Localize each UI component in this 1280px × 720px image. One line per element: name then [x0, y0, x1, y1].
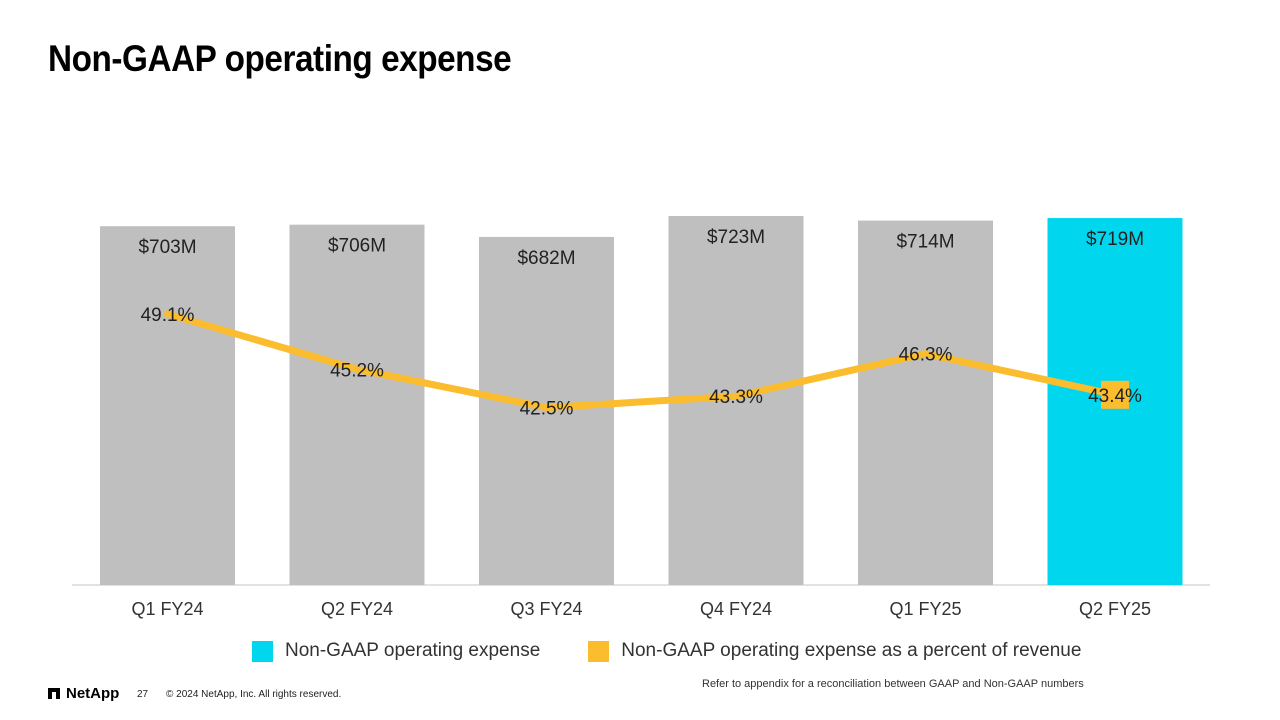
bar-0	[100, 226, 235, 586]
chart-legend: Non-GAAP operating expense Non-GAAP oper…	[252, 640, 1129, 662]
bar-value-label-2: $682M	[517, 248, 575, 269]
x-tick-label-1: Q2 FY24	[321, 599, 393, 619]
x-tick-label-4: Q1 FY25	[889, 599, 961, 619]
legend-swatch-percent	[588, 640, 610, 662]
bar-1	[289, 224, 425, 586]
reconciliation-note: Refer to appendix for a reconciliation b…	[702, 678, 1084, 690]
bar-value-label-0: $703M	[138, 237, 196, 258]
percent-label-1: 45.2%	[330, 360, 384, 381]
x-tick-label-0: Q1 FY24	[131, 599, 203, 619]
percent-label-5: 43.4%	[1088, 386, 1142, 407]
logo-text: NetApp	[66, 685, 120, 702]
x-tick-label-2: Q3 FY24	[510, 599, 582, 619]
bar-value-label-1: $706M	[328, 236, 386, 257]
slide-title: Non-GAAP operating expense	[48, 38, 512, 79]
percent-label-3: 43.3%	[709, 387, 763, 408]
percent-label-0: 49.1%	[141, 305, 195, 326]
page-number: 27	[137, 689, 149, 700]
percent-label-4: 46.3%	[899, 345, 953, 366]
bar-4	[858, 220, 993, 585]
netapp-logo-icon	[48, 688, 60, 699]
percent-label-2: 42.5%	[520, 399, 574, 420]
bar-value-label-3: $723M	[707, 227, 765, 248]
legend-label-percent: Non-GAAP operating expense as a percent …	[621, 640, 1082, 661]
percent-line	[164, 310, 1119, 412]
copyright-text: © 2024 NetApp, Inc. All rights reserved.	[166, 689, 342, 700]
bar-value-label-4: $714M	[896, 232, 954, 253]
bar-value-label-5: $719M	[1086, 229, 1144, 250]
x-tick-label-3: Q4 FY24	[700, 599, 772, 619]
legend-label-expense: Non-GAAP operating expense	[285, 640, 541, 661]
x-tick-label-5: Q2 FY25	[1079, 599, 1151, 619]
legend-item-expense: Non-GAAP operating expense	[252, 640, 540, 662]
percent-marker-5	[1101, 380, 1129, 409]
netapp-logo: NetApp	[48, 685, 119, 702]
legend-swatch-expense	[252, 640, 273, 662]
legend-item-percent: Non-GAAP operating expense as a percent …	[588, 640, 1081, 662]
